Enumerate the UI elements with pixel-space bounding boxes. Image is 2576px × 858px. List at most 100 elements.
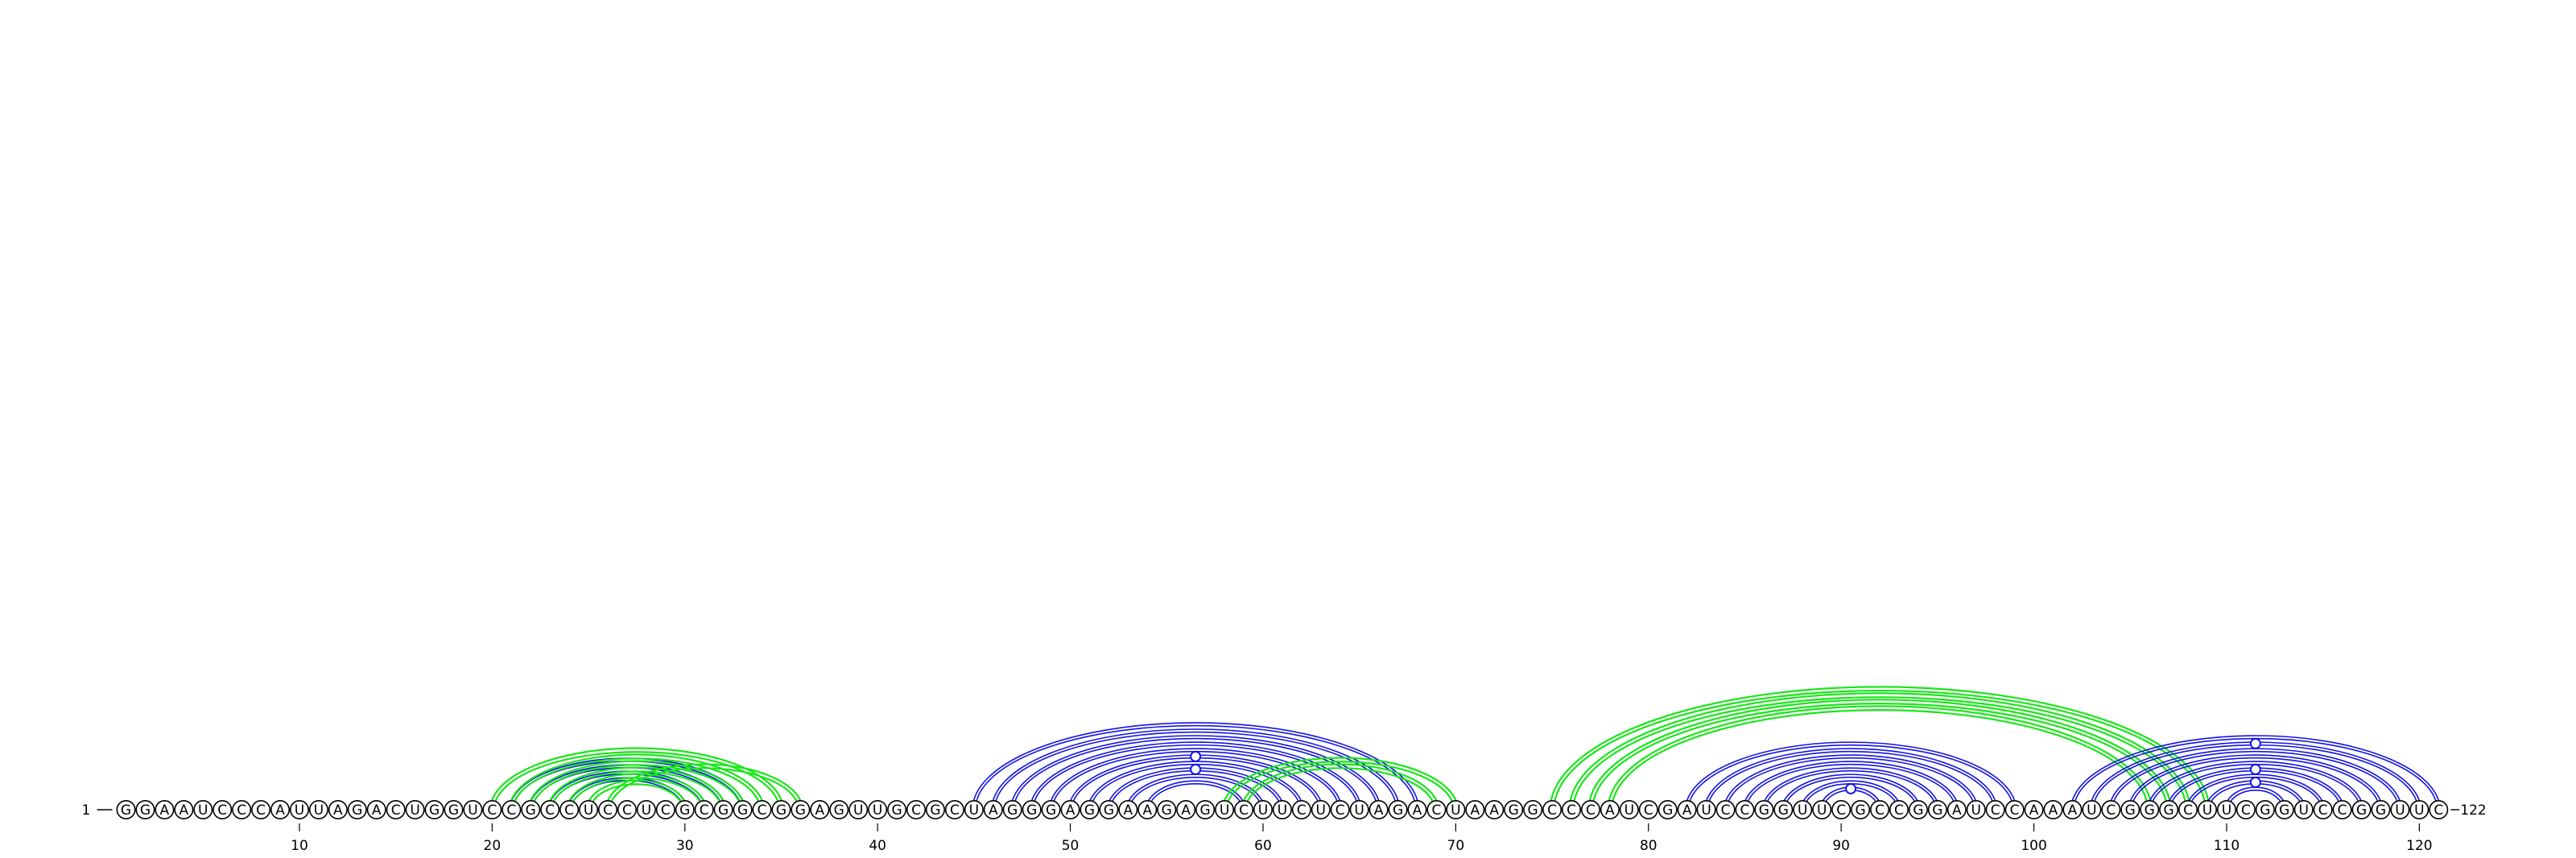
nucleotide: U: [1349, 799, 1369, 819]
nucleotide: C: [1330, 799, 1350, 819]
nucleotide: A: [270, 799, 291, 819]
nucleotide-letter: C: [1297, 802, 1307, 819]
nucleotide-circle: [270, 799, 291, 819]
nucleotide-circle: [2429, 799, 2449, 819]
nucleotide-circle: [868, 799, 888, 819]
nucleotide-circle: [2004, 799, 2025, 819]
nucleotide: C: [1234, 799, 1254, 819]
nucleotide: C: [752, 799, 772, 819]
nucleotide-circle: [1754, 799, 1774, 819]
nucleotide-circle: [887, 799, 907, 819]
nucleotide-circle: [308, 799, 328, 819]
nucleotide: U: [1215, 799, 1235, 819]
nucleotide-circle: [1446, 799, 1466, 819]
pseudoknot-arc: [1611, 709, 2149, 811]
nucleotide: U: [289, 799, 309, 819]
base-pair-arc: [1030, 741, 1362, 811]
nucleotide-letter: C: [2434, 802, 2443, 819]
nucleotide-letter: U: [1278, 802, 1287, 819]
nucleotide-letter: G: [2356, 802, 2367, 819]
nucleotide-circle: [1137, 799, 1158, 819]
base-pair-arc: [1781, 773, 1921, 811]
nucleotide-letter: G: [2164, 802, 2174, 819]
nucleotide-letter: G: [1162, 802, 1172, 819]
nucleotide-letter: G: [121, 802, 131, 819]
pseudoknot-arc: [508, 753, 766, 811]
base-pair-arc: [1726, 757, 1975, 811]
base-pair-arc: [1145, 780, 1246, 811]
nucleotide: G: [521, 799, 541, 819]
nucleotide-letter: C: [545, 802, 555, 819]
nucleotide-circle: [944, 799, 964, 819]
nucleotide-letter: C: [256, 802, 266, 819]
nucleotide-letter: U: [2202, 802, 2212, 819]
nucleotide-circle: [386, 799, 406, 819]
nucleotide-circle: [1368, 799, 1389, 819]
nucleotide-circle: [232, 799, 252, 819]
nucleotide-letter: G: [1393, 802, 1403, 819]
base-pair-arc: [1784, 776, 1918, 811]
nucleotide-letter: G: [892, 802, 902, 819]
nucleotide: U: [1253, 799, 1273, 819]
nucleotide-circle: [1234, 799, 1254, 819]
nucleotide-letter: G: [429, 802, 440, 819]
nucleotide: G: [771, 799, 791, 819]
pseudoknot-arc: [527, 760, 746, 811]
nucleotide: U: [964, 799, 984, 819]
base-pair-arc: [2112, 750, 2400, 811]
nucleotide: G: [2159, 799, 2179, 819]
noncanonical-pair-markers: [1190, 737, 2261, 794]
nucleotide-letter: A: [275, 802, 285, 819]
pseudoknot-arc: [1241, 763, 1439, 811]
nucleotide-letter: A: [1142, 802, 1152, 819]
nucleotide: A: [1137, 799, 1158, 819]
nucleotide: C: [1985, 799, 2005, 819]
nucleotide-letter: C: [2338, 802, 2347, 819]
nucleotide-letter: G: [1932, 802, 1942, 819]
nucleotide: C: [2004, 799, 2025, 819]
nucleotide: C: [2101, 799, 2121, 819]
nucleotide-letter: C: [2106, 802, 2116, 819]
base-pair-arc: [1129, 776, 1262, 811]
nucleotide-letter: A: [989, 802, 998, 819]
nucleotide-letter: U: [1451, 802, 1460, 819]
noncanonical-marker: [2249, 737, 2261, 749]
nucleotide-circle: [2371, 799, 2391, 819]
base-pair-arc: [1742, 761, 1959, 811]
nucleotide: U: [1966, 799, 1986, 819]
nucleotide-letter: U: [1220, 802, 1229, 819]
nucleotide: G: [1504, 799, 1524, 819]
nucleotide-circle: [1677, 799, 1697, 819]
nucleotide: G: [1195, 799, 1216, 819]
nucleotide-circle: [1889, 799, 1909, 819]
nucleotide: C: [1715, 799, 1736, 819]
nucleotide-circle: [1176, 799, 1196, 819]
nucleotide: C: [1426, 799, 1447, 819]
nucleotide-circle: [1851, 799, 1871, 819]
nucleotide-letter: G: [2125, 802, 2136, 819]
pseudoknot-arc: [1225, 761, 1455, 811]
base-pair-arc: [1723, 754, 1979, 811]
nucleotide: G: [2371, 799, 2391, 819]
nucleotide-letter: G: [776, 802, 786, 819]
nucleotide: C: [597, 799, 617, 819]
base-pair-arc: [1687, 744, 2014, 811]
nucleotide: A: [1176, 799, 1196, 819]
nucleotide-letter: U: [295, 802, 304, 819]
base-pair-arc: [1745, 763, 1956, 811]
nucleotide-letter: U: [853, 802, 863, 819]
nucleotide-letter: C: [1875, 802, 1885, 819]
axis-tick-label: 30: [676, 838, 694, 854]
nucleotide-letter: G: [795, 802, 806, 819]
nucleotide-circle: [2235, 799, 2256, 819]
nucleotide-letter: C: [1547, 802, 1557, 819]
nucleotide: G: [925, 799, 945, 819]
base-pair-arc: [1800, 780, 1901, 811]
nucleotide-letter: U: [1316, 802, 1326, 819]
nucleotide-letter: U: [969, 802, 979, 819]
axis-tick-label: 120: [2406, 838, 2432, 854]
nucleotide-letter: U: [1817, 802, 1827, 819]
nucleotide: G: [135, 799, 155, 819]
nucleotide-circle: [1657, 799, 1678, 819]
nucleotide-letter: A: [372, 802, 382, 819]
